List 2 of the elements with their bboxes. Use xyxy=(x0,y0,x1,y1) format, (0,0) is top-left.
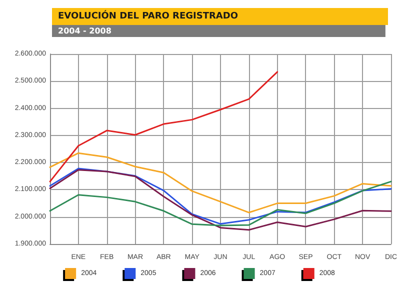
chart-subtitle: 2004 - 2008 xyxy=(58,26,112,36)
chart-title: EVOLUCIÓN DEL PARO REGISTRADO xyxy=(58,10,238,22)
